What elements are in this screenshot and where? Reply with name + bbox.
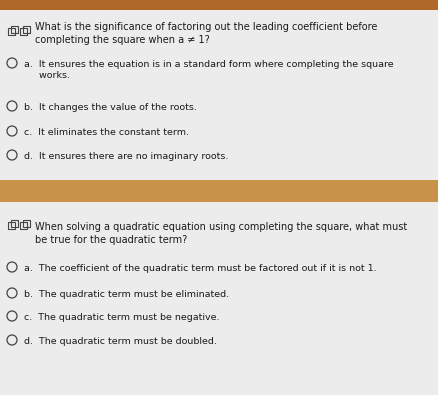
Text: When solving a quadratic equation using completing the square, what must: When solving a quadratic equation using … bbox=[35, 222, 407, 232]
Text: c.  It eliminates the constant term.: c. It eliminates the constant term. bbox=[24, 128, 189, 137]
Text: works.: works. bbox=[24, 71, 70, 80]
Text: b.  The quadratic term must be eliminated.: b. The quadratic term must be eliminated… bbox=[24, 290, 229, 299]
Text: c.  The quadratic term must be negative.: c. The quadratic term must be negative. bbox=[24, 313, 219, 322]
Text: be true for the quadratic term?: be true for the quadratic term? bbox=[35, 235, 187, 245]
FancyBboxPatch shape bbox=[0, 0, 438, 10]
FancyBboxPatch shape bbox=[0, 10, 438, 203]
FancyBboxPatch shape bbox=[0, 202, 438, 395]
Text: d.  The quadratic term must be doubled.: d. The quadratic term must be doubled. bbox=[24, 337, 217, 346]
Text: completing the square when a ≠ 1?: completing the square when a ≠ 1? bbox=[35, 35, 210, 45]
FancyBboxPatch shape bbox=[0, 180, 438, 202]
Text: a.  It ensures the equation is in a standard form where completing the square: a. It ensures the equation is in a stand… bbox=[24, 60, 394, 69]
Text: d.  It ensures there are no imaginary roots.: d. It ensures there are no imaginary roo… bbox=[24, 152, 228, 161]
Text: b.  It changes the value of the roots.: b. It changes the value of the roots. bbox=[24, 103, 197, 112]
Text: a.  The coefficient of the quadratic term must be factored out if it is not 1.: a. The coefficient of the quadratic term… bbox=[24, 264, 377, 273]
Text: What is the significance of factoring out the leading coefficient before: What is the significance of factoring ou… bbox=[35, 22, 378, 32]
